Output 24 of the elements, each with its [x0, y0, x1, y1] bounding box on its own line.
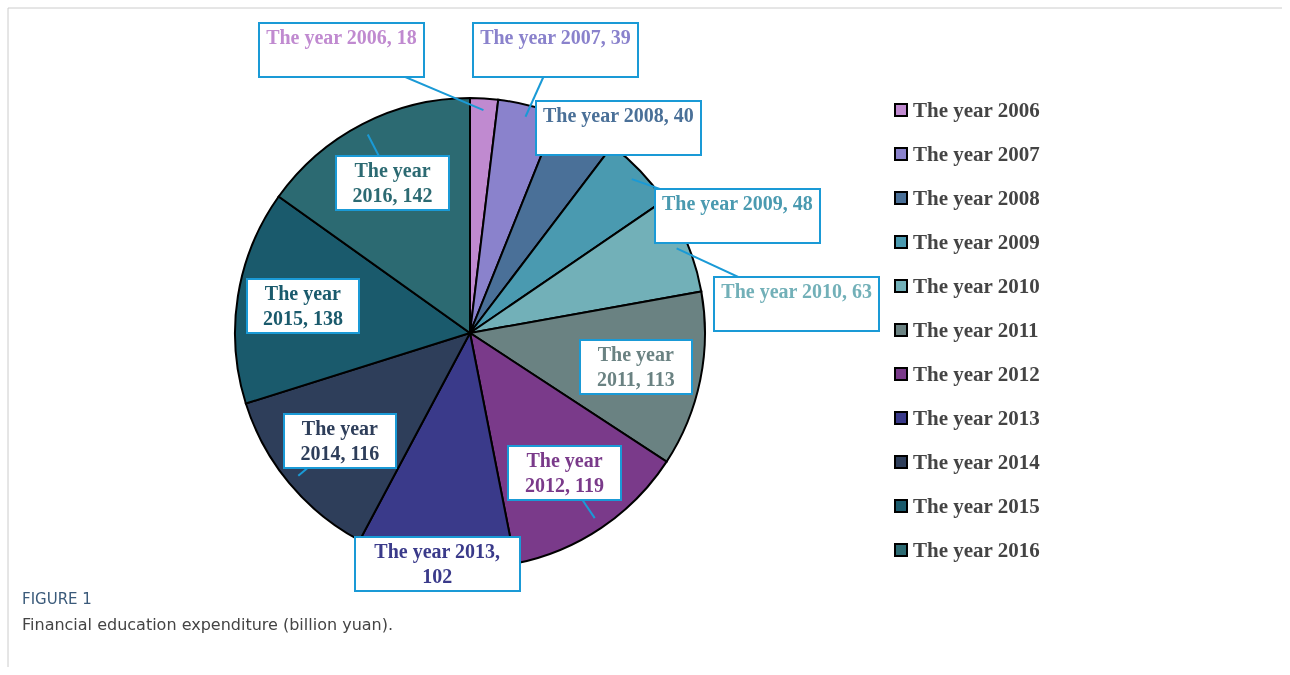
legend-label: The year 2014: [913, 450, 1041, 474]
text: Financial education expenditure (billion yuan).: [22, 615, 394, 634]
data-label: The year 2015, 138: [245, 278, 361, 335]
legend-label: The year 2016: [913, 538, 1040, 562]
legend-label: The year 2015: [913, 494, 1040, 518]
text: FIGURE 1: [22, 590, 92, 608]
data-label: The year 2007, 39: [472, 22, 639, 78]
legend-label: The year 2012: [913, 362, 1040, 386]
data-label: The year 2014, 116: [282, 413, 398, 470]
legend-label: The year 2009: [913, 230, 1040, 254]
data-label: The year 2011, 113: [578, 338, 694, 395]
data-label: The year 2008, 40: [534, 100, 702, 156]
data-label: The year 2010, 63: [713, 276, 881, 332]
data-label: The year 2006, 18: [258, 22, 425, 78]
data-label: The year 2013, 102: [353, 535, 521, 592]
legend-label: The year 2011: [913, 318, 1039, 342]
data-label: The year 2016, 142: [335, 154, 450, 211]
legend-label: The year 2008: [913, 186, 1040, 210]
data-label: The year 2009, 48: [653, 188, 821, 244]
legend-label: The year 2013: [913, 406, 1040, 430]
legend-label: The year 2007: [913, 142, 1040, 166]
legend-label: The year 2006: [913, 98, 1040, 122]
data-label: The year 2012, 119: [507, 445, 622, 502]
legend-label: The year 2010: [913, 274, 1040, 298]
